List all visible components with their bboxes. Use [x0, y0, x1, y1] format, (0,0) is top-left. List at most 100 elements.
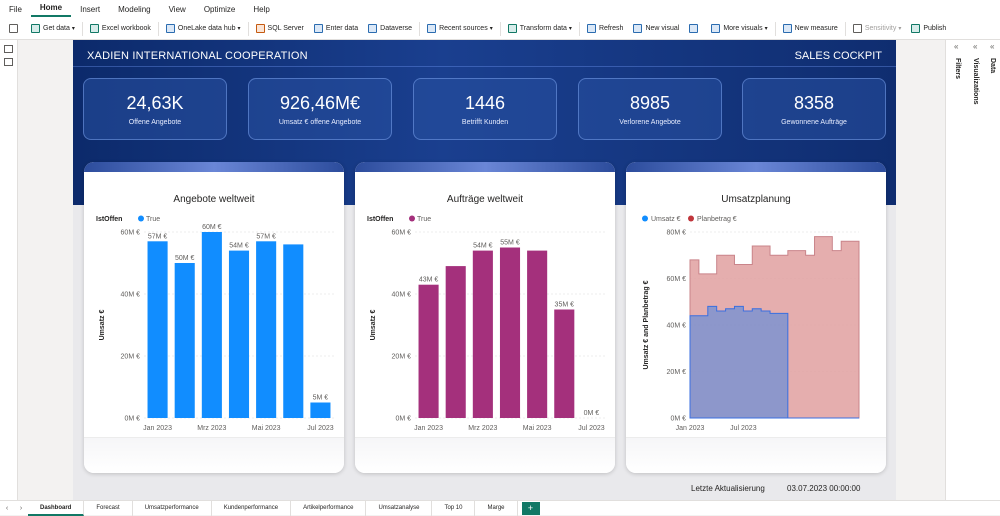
menu-modeling[interactable]: Modeling — [118, 4, 151, 14]
sensitivity-icon — [852, 24, 862, 33]
page-tabs-bar: ‹ › Dashboard Forecast Umsatzperformance Kund… — [0, 500, 1000, 516]
x-tick-label: Mrz 2023 — [197, 425, 226, 432]
chart-card-angebote[interactable]: Angebote weltweit IstOffen True 0M € 20M € 4… — [84, 162, 344, 473]
sensitivity-button[interactable]: Sensitivity ▾ — [848, 20, 907, 38]
ribbon-label: Sensitivity — [864, 25, 897, 32]
ribbon-separator — [157, 21, 159, 36]
chevron-down-icon: ▾ — [568, 26, 572, 32]
chart-card-auftraege[interactable]: Aufträge weltweit IstOffen True 0M € 20M € 4… — [355, 162, 615, 473]
visualizations-pane-tab[interactable]: Visualizations — [972, 58, 979, 105]
area-series-umsatz[interactable] — [689, 305, 859, 419]
legend-marker — [642, 215, 648, 222]
menu-home[interactable]: Home — [30, 1, 72, 17]
kpi-card-offene-angebote[interactable]: 24,63K Offene Angebote — [83, 78, 227, 140]
page-tab-artikelperformance[interactable]: Artikelperformance — [291, 500, 367, 516]
page-tab-dashboard[interactable]: Dashboard — [28, 500, 85, 516]
onelake-data-hub-button[interactable]: OneLake data hub ▾ — [161, 20, 246, 38]
collapse-data-icon[interactable]: « — [990, 42, 995, 51]
chevron-down-icon: ▾ — [237, 26, 241, 32]
next-page-icon[interactable]: › — [19, 504, 23, 512]
x-tick-label: Mrz 2023 — [468, 425, 497, 432]
table-view-icon[interactable] — [4, 58, 13, 66]
new-measure-button[interactable]: New measure — [778, 20, 843, 38]
y-axis-label: Umsatz € and Planbetrag € — [643, 280, 650, 369]
report-view-icon[interactable] — [4, 45, 13, 53]
data-label: 35M € — [555, 302, 575, 309]
page-tab-umsatzperformance[interactable]: Umsatzperformance — [133, 500, 212, 516]
page-tab-umsatzanalyse[interactable]: Umsatzanalyse — [366, 500, 433, 516]
paste-icon[interactable] — [9, 24, 18, 33]
bar-feb-2023[interactable] — [174, 263, 195, 418]
menu-help[interactable]: Help — [253, 4, 270, 14]
publish-button[interactable]: Publish — [906, 20, 951, 38]
collapse-filters-icon[interactable]: « — [954, 42, 959, 51]
excel-workbook-button[interactable]: Excel workbook — [85, 20, 156, 38]
sql-server-button[interactable]: SQL Server — [251, 20, 309, 38]
kpi-value: 1446 — [464, 93, 506, 113]
legend-marker — [409, 215, 415, 222]
menu-insert[interactable]: Insert — [80, 4, 101, 14]
kpi-card-gewonnene-auftraege[interactable]: 8358 Gewonnene Aufträge — [742, 78, 886, 140]
y-tick-label: 40M € — [392, 292, 412, 299]
bar-jun-2023[interactable] — [554, 309, 575, 419]
bar-jul-2023[interactable] — [310, 402, 331, 419]
kpi-card-verlorene-angebote[interactable]: 8985 Verlorene Angebote — [578, 78, 722, 140]
page-tab-forecast[interactable]: Forecast — [84, 500, 133, 516]
y-tick-label: 60M € — [121, 230, 141, 237]
enter-data-button[interactable]: Enter data — [309, 20, 363, 38]
filters-pane-tab[interactable]: Filters — [954, 58, 961, 80]
legend-entry: Umsatz € — [651, 216, 681, 223]
page-tab-marge[interactable]: Marge — [475, 500, 518, 516]
bar-jan-2023[interactable] — [147, 241, 168, 418]
bar-jan-2023[interactable] — [418, 284, 439, 418]
bar-mrz-2023[interactable] — [472, 250, 493, 418]
data-pane-tab[interactable]: Data — [989, 58, 996, 74]
bar-mai-2023[interactable] — [256, 241, 277, 418]
menu-bar: File Home Insert Modeling View Optimize Help — [0, 0, 1000, 18]
y-tick-label: 40M € — [121, 292, 141, 299]
kpi-card-umsatz-offene-angebote[interactable]: 926,46M€ Umsatz € offene Angebote — [248, 78, 392, 140]
bar-feb-2023[interactable] — [445, 266, 466, 418]
kpi-card-betrifft-kunden[interactable]: 1446 Betrifft Kunden — [413, 78, 557, 140]
data-label: 43M € — [419, 277, 439, 284]
data-label: 54M € — [229, 243, 249, 250]
y-tick-label: 60M € — [392, 230, 412, 237]
ribbon-label: Enter data — [325, 25, 359, 32]
previous-page-icon[interactable]: ‹ — [5, 504, 9, 512]
bar-apr-2023[interactable] — [228, 250, 250, 418]
y-axis-label: Umsatz € — [370, 310, 377, 341]
page-tab-kundenperformance[interactable]: Kundenperformance — [212, 500, 292, 516]
bar-mrz-2023[interactable] — [201, 232, 222, 418]
report-subtitle: SALES COCKPIT — [794, 50, 882, 62]
publish-icon — [911, 24, 921, 33]
database-icon — [31, 24, 40, 33]
menu-file[interactable]: File — [9, 4, 22, 14]
kpi-label: Verlorene Angebote — [619, 119, 681, 126]
transform-data-button[interactable]: Transform data ▾ — [503, 20, 577, 38]
recent-sources-button[interactable]: Recent sources ▾ — [422, 20, 498, 38]
menu-optimize[interactable]: Optimize — [203, 4, 236, 14]
ribbon-separator — [81, 21, 83, 36]
chart-title: Umsatzplanung — [721, 194, 791, 205]
collapse-visualizations-icon[interactable]: « — [973, 42, 978, 51]
x-tick-label: Jul 2023 — [730, 425, 757, 432]
bar-jun-2023[interactable] — [283, 244, 304, 418]
bar-apr-2023[interactable] — [499, 247, 521, 419]
menu-view[interactable]: View — [168, 4, 186, 14]
text-box-button[interactable] — [684, 20, 706, 38]
new-visual-button[interactable]: New visual — [628, 20, 684, 38]
page-tab-top-10[interactable]: Top 10 — [432, 500, 476, 516]
ribbon-toolbar: Get data ▾ Excel workbook OneLake data hub ▾… — [0, 18, 1000, 40]
refresh-button[interactable]: Refresh — [582, 20, 629, 38]
legend-entry: True — [146, 216, 160, 223]
get-data-button[interactable]: Get data ▾ — [26, 20, 80, 38]
ribbon-label: Transform data — [519, 25, 567, 32]
dataverse-button[interactable]: Dataverse — [363, 20, 417, 38]
add-page-button[interactable]: + — [521, 501, 540, 515]
auftraege-bar-chart: IstOffen True 0M € 20M € 40M € 60M € Umsatz € 4… — [367, 215, 605, 432]
ribbon-label: OneLake data hub — [177, 25, 236, 32]
y-axis-label: Umsatz € — [99, 310, 106, 341]
chart-card-umsatzplanung[interactable]: Umsatzplanung Umsatz € Planbetrag € 0M € 20… — [626, 162, 886, 473]
bar-mai-2023[interactable] — [527, 250, 548, 418]
more-visuals-button[interactable]: More visuals ▾ — [706, 20, 772, 38]
